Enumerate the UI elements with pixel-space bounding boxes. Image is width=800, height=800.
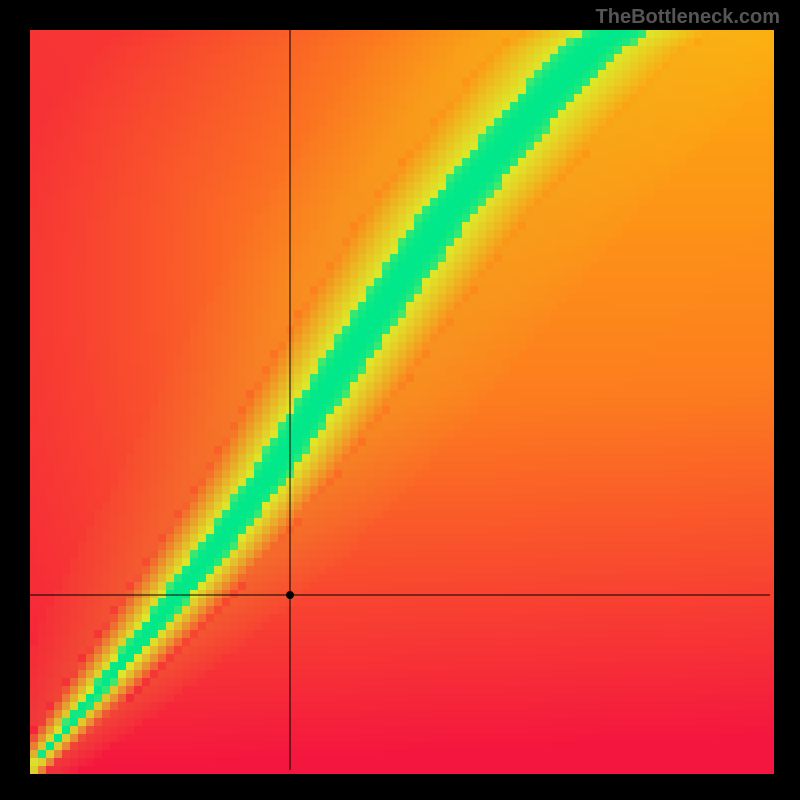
chart-container: TheBottleneck.com: [0, 0, 800, 800]
watermark-text: TheBottleneck.com: [596, 6, 780, 29]
bottleneck-heatmap: [0, 0, 800, 800]
